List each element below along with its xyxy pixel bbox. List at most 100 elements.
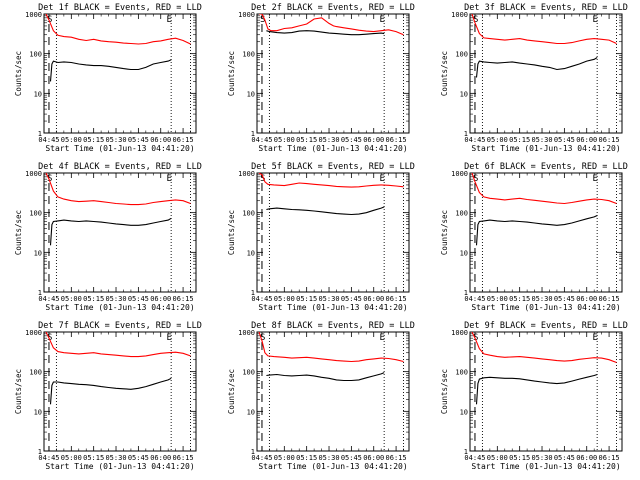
start-marker: S: [47, 333, 52, 343]
panel-title: Det 3f BLACK = Events, RED = LLD: [464, 3, 628, 13]
start-marker: S: [47, 174, 52, 184]
x-tick-label: 06:00: [363, 136, 384, 144]
y-axis-label: Counts/sec: [440, 210, 449, 255]
x-axis-label: Start Time (01-Jun-13 04:41:20): [258, 144, 407, 153]
x-tick-label: 06:15: [173, 295, 194, 303]
events-series-line: [266, 30, 385, 36]
x-tick-label: 05:45: [128, 454, 149, 462]
end-marker: E: [379, 15, 384, 25]
lld-series-line: [471, 14, 617, 45]
y-tick-label: 10: [247, 90, 255, 98]
x-tick-label: 04:45: [251, 136, 272, 144]
panel-title: Det 7f BLACK = Events, RED = LLD: [38, 321, 202, 331]
y-tick-label: 100: [242, 369, 255, 377]
panel-title: Det 9f BLACK = Events, RED = LLD: [464, 321, 628, 331]
y-tick-label: 100: [455, 210, 468, 218]
detector-panel: Det 3f BLACK = Events, RED = LLD 1 10 100 10…: [440, 3, 628, 153]
y-tick-label: 10: [460, 90, 468, 98]
plot-frame: [43, 172, 197, 293]
x-tick-label: 05:00: [274, 295, 295, 303]
x-tick-label: 06:15: [173, 136, 194, 144]
x-axis-label: Start Time (01-Jun-13 04:41:20): [45, 303, 194, 312]
x-tick-label: 05:15: [296, 136, 317, 144]
y-axis-label: Counts/sec: [14, 369, 23, 414]
plot-frame: [256, 13, 410, 134]
events-series-line: [49, 59, 172, 82]
lld-series-line: [45, 14, 191, 45]
y-axis-label: Counts/sec: [227, 51, 236, 96]
y-tick-label: 1000: [25, 170, 42, 178]
y-tick-label: 1000: [25, 329, 42, 337]
lld-series-line: [471, 173, 617, 205]
events-series-line: [49, 217, 172, 246]
events-series-line: [475, 215, 598, 246]
plot-frame: [256, 172, 410, 293]
x-tick-label: 05:00: [487, 454, 508, 462]
x-tick-label: 05:45: [341, 454, 362, 462]
x-tick-label: 04:45: [464, 454, 485, 462]
x-axis-label: Start Time (01-Jun-13 04:41:20): [45, 144, 194, 153]
y-axis-label: Counts/sec: [14, 51, 23, 96]
panel-title: Det 5f BLACK = Events, RED = LLD: [251, 162, 415, 172]
y-tick-label: 1000: [451, 329, 468, 337]
x-tick-label: 05:15: [296, 454, 317, 462]
y-tick-label: 100: [242, 51, 255, 59]
y-tick-label: 1000: [451, 11, 468, 19]
y-tick-label: 10: [460, 249, 468, 257]
end-marker: E: [166, 174, 171, 184]
x-tick-label: 06:00: [576, 136, 597, 144]
x-tick-label: 05:30: [318, 136, 339, 144]
plot-frame: [43, 331, 197, 452]
y-axis-label: Counts/sec: [227, 369, 236, 414]
y-tick-label: 10: [34, 408, 42, 416]
x-tick-label: 05:30: [105, 295, 126, 303]
x-tick-label: 06:15: [386, 136, 407, 144]
start-marker: S: [260, 333, 265, 343]
x-tick-label: 04:45: [464, 136, 485, 144]
x-tick-label: 06:15: [386, 295, 407, 303]
x-tick-label: 05:00: [61, 136, 82, 144]
x-tick-label: 04:45: [251, 454, 272, 462]
plot-frame: [469, 172, 623, 293]
y-tick-label: 10: [247, 408, 255, 416]
lld-series-line: [45, 332, 191, 358]
detector-panel: Det 9f BLACK = Events, RED = LLD 1 10 100 10…: [440, 321, 628, 471]
detector-panel: Det 1f BLACK = Events, RED = LLD 1 10 100 10…: [14, 3, 202, 153]
y-tick-label: 1000: [238, 11, 255, 19]
y-tick-label: 1: [251, 289, 255, 297]
y-tick-label: 1: [464, 130, 468, 138]
x-tick-label: 05:15: [83, 454, 104, 462]
x-tick-label: 06:15: [386, 454, 407, 462]
x-tick-label: 06:00: [150, 136, 171, 144]
x-tick-label: 05:00: [487, 295, 508, 303]
x-tick-label: 05:00: [274, 136, 295, 144]
x-tick-label: 04:45: [251, 295, 272, 303]
end-marker: E: [592, 15, 597, 25]
x-tick-label: 05:45: [341, 295, 362, 303]
detector-panel: Det 6f BLACK = Events, RED = LLD 1 10 100 10…: [440, 162, 628, 312]
x-axis-label: Start Time (01-Jun-13 04:41:20): [258, 462, 407, 471]
y-tick-label: 1000: [25, 11, 42, 19]
x-tick-label: 05:15: [509, 136, 530, 144]
end-marker: E: [379, 174, 384, 184]
x-tick-label: 04:45: [38, 136, 59, 144]
x-tick-label: 05:30: [318, 295, 339, 303]
x-axis-label: Start Time (01-Jun-13 04:41:20): [471, 303, 620, 312]
start-marker: S: [473, 333, 478, 343]
y-tick-label: 1: [464, 289, 468, 297]
end-marker: E: [379, 333, 384, 343]
plot-frame: [469, 331, 623, 452]
events-series-line: [49, 377, 172, 405]
x-tick-label: 05:45: [554, 454, 575, 462]
lld-series-line: [259, 14, 404, 36]
y-tick-label: 1000: [238, 329, 255, 337]
x-tick-label: 05:30: [531, 295, 552, 303]
end-marker: E: [166, 333, 171, 343]
panel-title: Det 6f BLACK = Events, RED = LLD: [464, 162, 628, 172]
x-tick-label: 06:15: [599, 454, 620, 462]
x-tick-label: 06:00: [363, 454, 384, 462]
y-tick-label: 1: [38, 130, 42, 138]
y-tick-label: 1: [251, 448, 255, 456]
plot-frame: [469, 13, 623, 134]
